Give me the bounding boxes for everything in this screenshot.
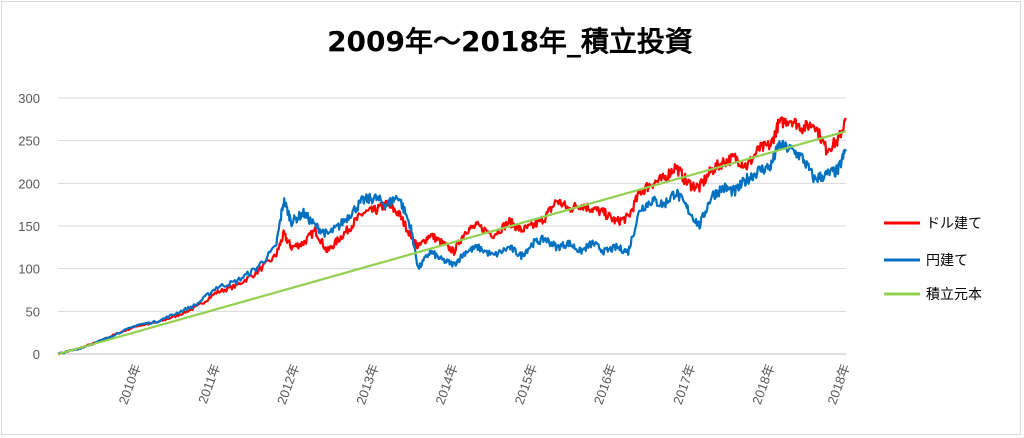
series-line-2 bbox=[57, 130, 847, 356]
x-tick-label: 2015年 bbox=[512, 362, 540, 407]
series-line-1 bbox=[57, 139, 848, 355]
chart-title: 2009年～2018年_積立投資 bbox=[327, 25, 693, 58]
x-tick-label: 2011年 bbox=[195, 362, 223, 406]
y-tick-label: 0 bbox=[33, 347, 40, 362]
y-axis-tick-labels: 0 50 100 150 200 250 300 bbox=[18, 91, 40, 362]
legend-label: ドル建て bbox=[926, 216, 982, 232]
legend-label: 円建て bbox=[926, 253, 968, 269]
x-tick-label: 2013年 bbox=[353, 362, 381, 407]
y-tick-label: 200 bbox=[18, 176, 40, 191]
y-tick-label: 150 bbox=[18, 219, 40, 234]
x-tick-label: 2017年 bbox=[670, 362, 698, 407]
series-lines bbox=[57, 116, 848, 356]
y-tick-label: 300 bbox=[18, 91, 40, 106]
x-tick-label: 2010年 bbox=[116, 362, 144, 407]
x-tick-label: 2018年 bbox=[749, 362, 777, 407]
series-line-0 bbox=[58, 116, 847, 356]
x-axis-tick-labels: 2010年 2011年 2012年 2013年 2014年 2015年 2016年 2017年… bbox=[116, 362, 853, 407]
legend-label: 積立元本 bbox=[926, 287, 982, 303]
x-tick-label: 2018年 bbox=[824, 362, 852, 407]
y-tick-label: 50 bbox=[26, 304, 40, 319]
x-tick-label: 2014年 bbox=[432, 362, 460, 407]
y-tick-label: 100 bbox=[18, 262, 40, 277]
x-tick-label: 2012年 bbox=[274, 362, 302, 407]
x-tick-label: 2016年 bbox=[591, 362, 619, 407]
y-tick-label: 250 bbox=[18, 134, 40, 149]
